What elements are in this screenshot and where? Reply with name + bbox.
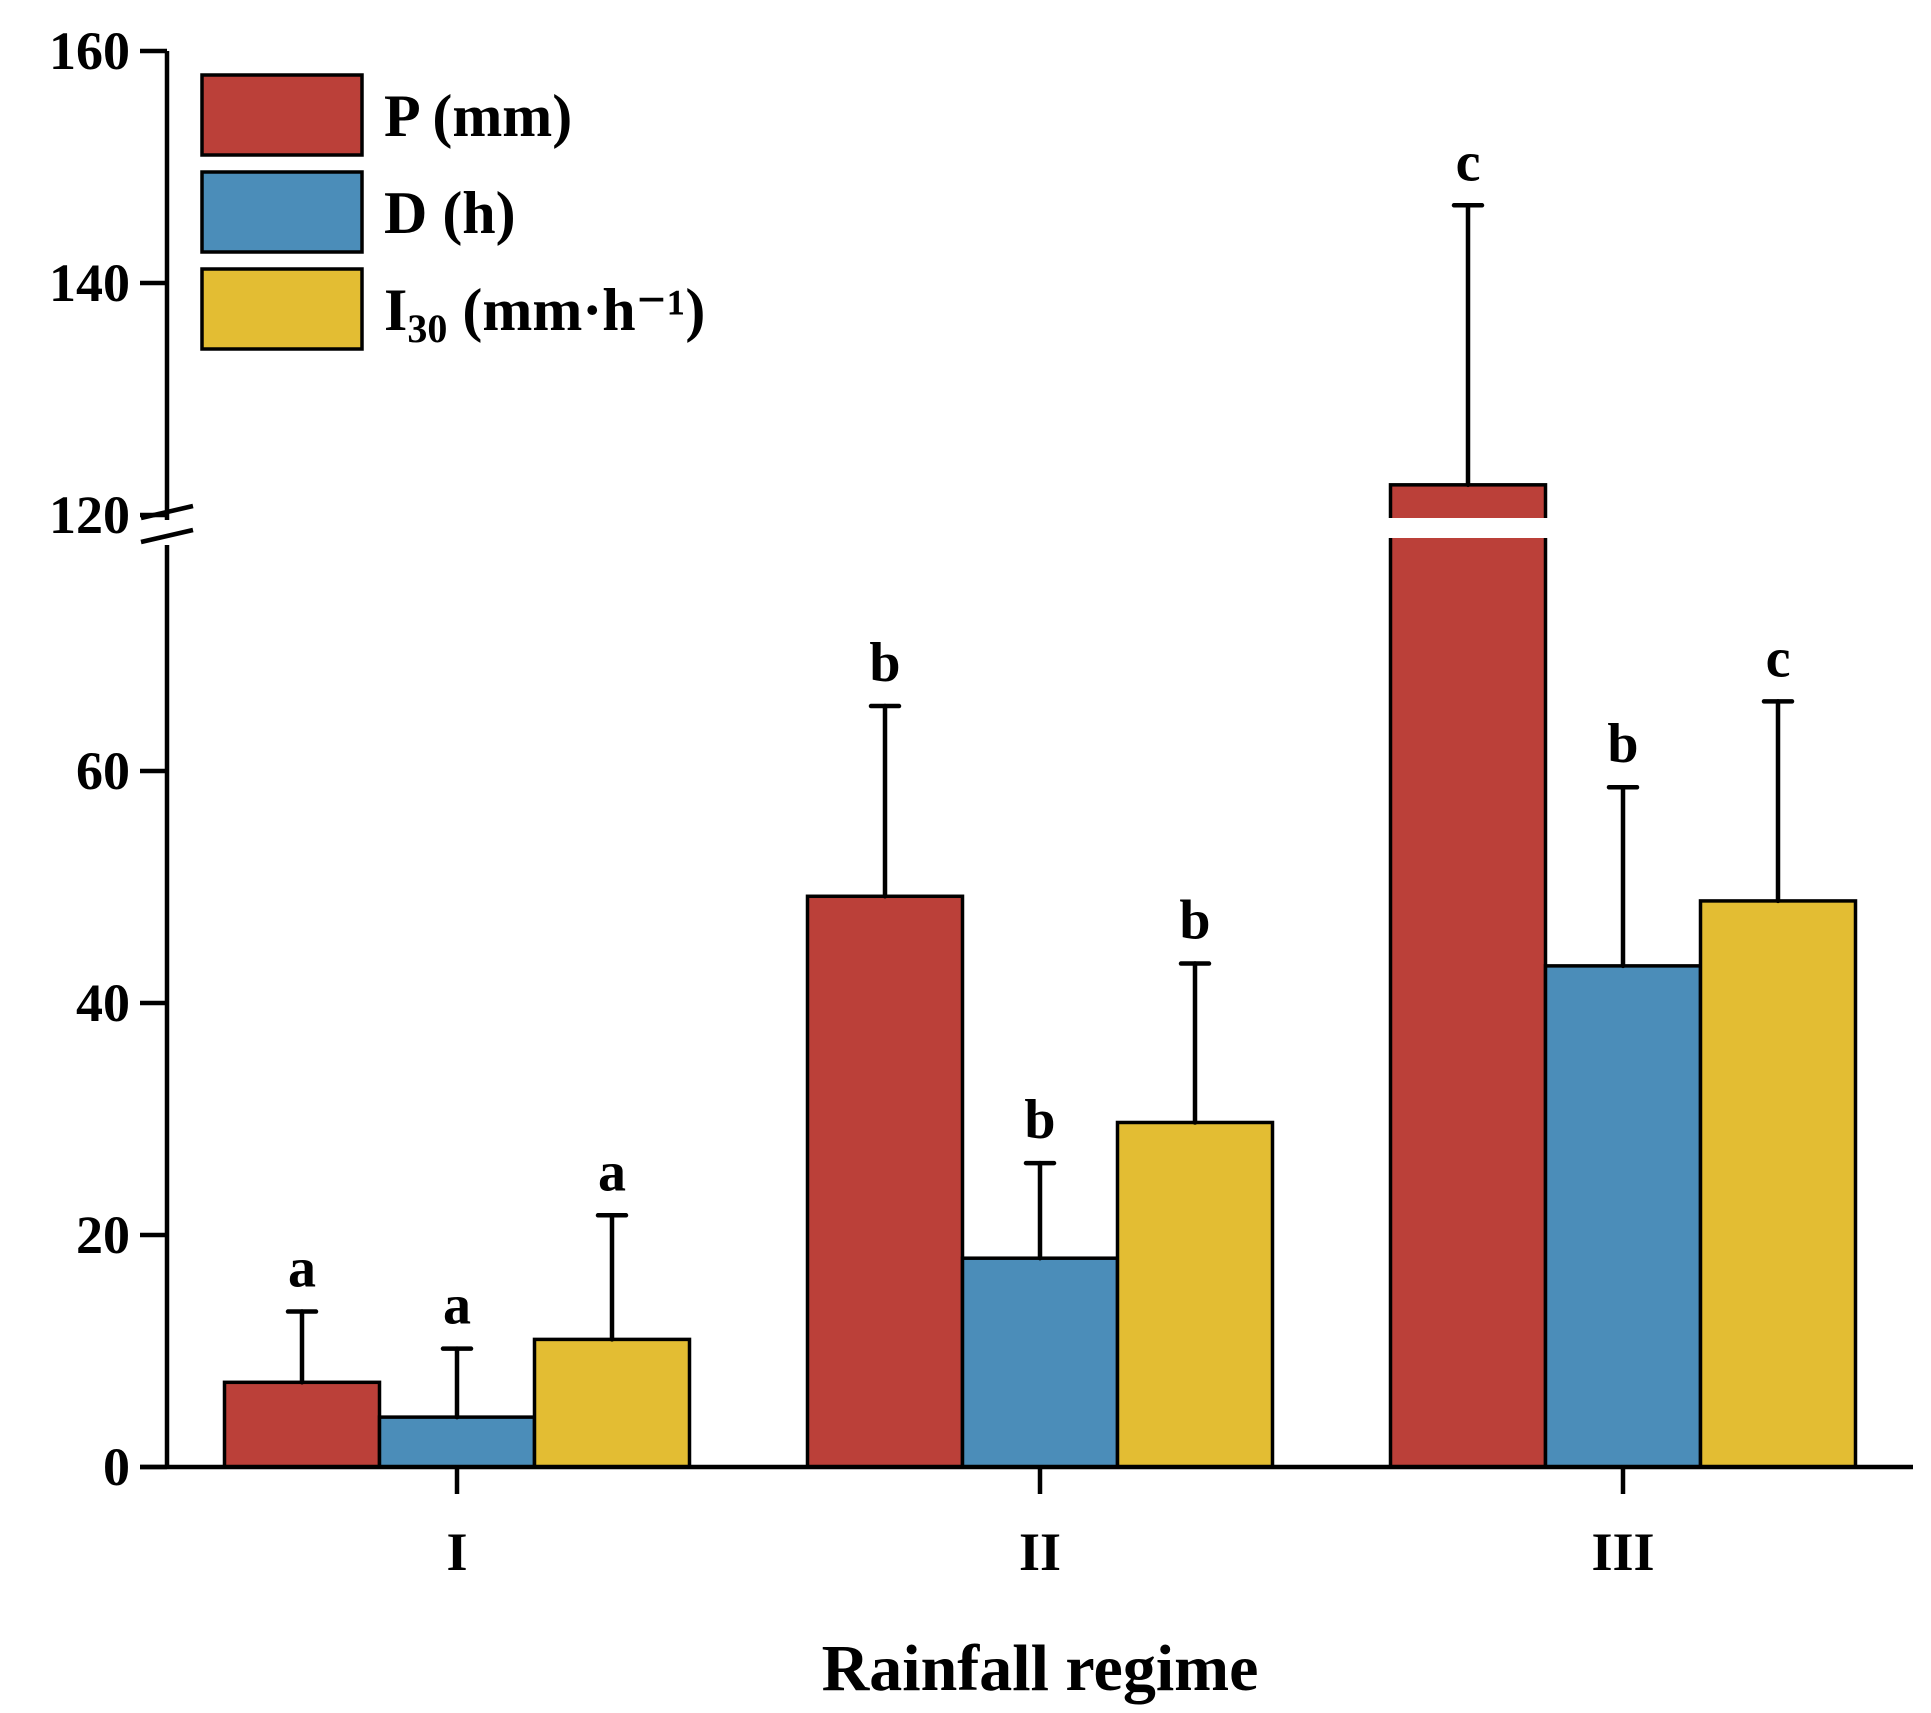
legend-swatch-2 [200,170,364,254]
y-tick-label: 20 [76,1205,130,1265]
legend-swatch-3 [200,267,364,351]
bar-3-II [1115,1120,1275,1469]
legend-label-2: D (h) [384,180,516,246]
significance-letter: a [443,1275,471,1337]
legend-label-1: P (mm) [384,83,572,149]
significance-letter: c [1456,131,1481,193]
significance-letter: a [288,1238,316,1300]
axis-break-mark [140,527,194,545]
legend: P (mm) D (h) I30 (mm·h⁻¹) [200,73,705,351]
legend-label-3: I30 (mm·h⁻¹) [384,277,705,351]
y-tick-label: 160 [49,21,130,81]
legend-swatch-1 [200,73,364,157]
error-bars [285,203,1795,1420]
y-tick-label: 140 [49,253,130,313]
bar-2-I [377,1415,537,1469]
significance-letter: b [1179,890,1210,952]
significance-letter: b [1024,1089,1055,1151]
significance-letter: b [869,632,900,694]
y-tick-label: 40 [76,973,130,1033]
bar-1-III [1388,483,1548,1469]
bar-3-I [532,1337,692,1469]
x-tick-label: III [1591,1522,1654,1582]
significance-letter: c [1766,627,1791,689]
x-tick-label: II [1019,1522,1061,1582]
significance-letters: a b c a b b a b c [288,131,1790,1336]
bar-2-II [960,1256,1120,1469]
bar-2-III [1543,964,1703,1469]
x-tick-label: I [446,1522,467,1582]
y-tick-label: 0 [103,1437,130,1497]
bar-3-III [1698,899,1858,1469]
significance-letter: b [1607,713,1638,775]
y-tick-label: 120 [49,485,130,545]
significance-letter: a [598,1141,626,1203]
x-axis-title: Rainfall regime [822,1632,1259,1705]
bar-1-I [222,1380,382,1469]
y-tick-label: 60 [76,741,130,801]
bar-1-II [805,894,965,1469]
bar-break-gap-III [1387,518,1549,538]
